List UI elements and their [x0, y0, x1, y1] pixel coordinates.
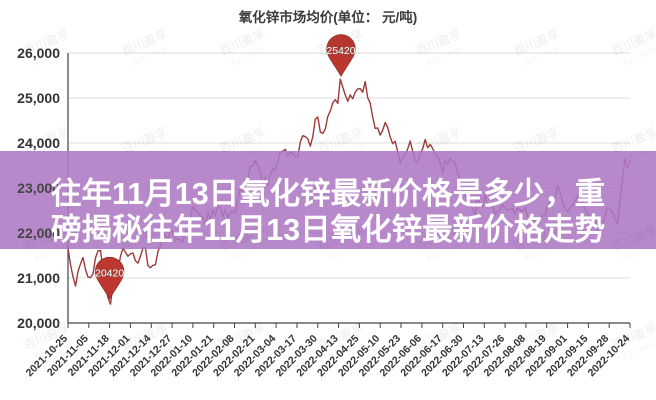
svg-text:21,000: 21,000	[17, 270, 60, 286]
svg-text:24,000: 24,000	[17, 135, 60, 151]
svg-text:26,000: 26,000	[17, 45, 60, 61]
svg-text:22,000: 22,000	[17, 225, 60, 241]
svg-text:20,000: 20,000	[17, 315, 60, 331]
svg-text:25,000: 25,000	[17, 90, 60, 106]
svg-text:25420: 25420	[326, 45, 355, 57]
svg-text:23,000: 23,000	[17, 180, 60, 196]
svg-text:20420: 20420	[95, 268, 124, 280]
